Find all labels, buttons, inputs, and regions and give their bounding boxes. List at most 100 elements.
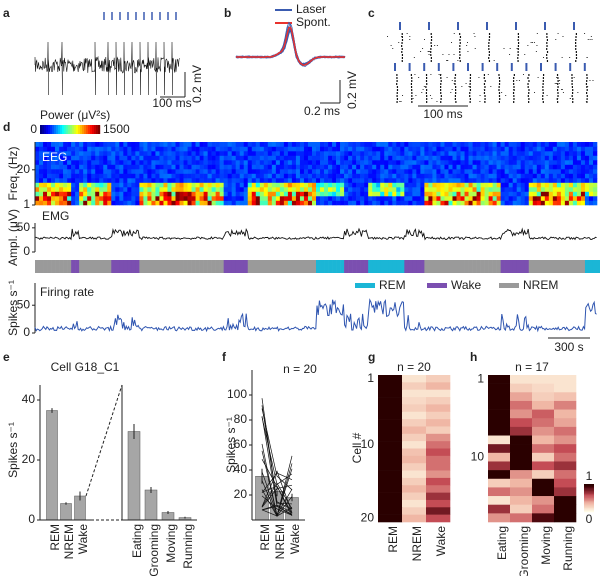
spike xyxy=(575,42,577,44)
spectrogram-cell xyxy=(167,146,172,152)
spectrogram-cell xyxy=(504,182,509,188)
state-segment xyxy=(592,260,598,273)
spectrogram-cell xyxy=(255,146,261,152)
heatmap-cell xyxy=(488,444,511,454)
spectrogram-cell xyxy=(404,200,409,206)
spike xyxy=(459,60,461,62)
spectrogram-cell xyxy=(199,169,204,174)
spike xyxy=(546,51,549,53)
spectrogram-cell xyxy=(135,200,140,206)
spectrogram-cell xyxy=(560,200,566,206)
spectrogram-cell xyxy=(484,160,489,165)
spectrogram-cell xyxy=(572,187,578,192)
spectrogram-cell xyxy=(163,151,168,156)
spectrogram-cell xyxy=(283,191,289,197)
spectrogram-cell xyxy=(364,200,369,206)
spectrogram-cell xyxy=(83,182,88,188)
state-segment xyxy=(139,260,144,273)
colorbar-cell xyxy=(66,125,69,134)
spectrogram-cell xyxy=(420,196,425,201)
spectrogram-cell xyxy=(83,142,88,147)
spectrogram-cell xyxy=(223,178,228,183)
spectrogram-cell xyxy=(316,191,321,197)
spectrogram-cell xyxy=(99,178,104,183)
spike xyxy=(509,48,511,49)
spectrogram-cell xyxy=(428,200,433,206)
spectrogram-cell xyxy=(352,187,357,192)
spike xyxy=(422,89,424,90)
spectrogram-cell xyxy=(275,191,281,197)
cell-line xyxy=(261,408,293,491)
heatmap-cell xyxy=(402,477,427,486)
spectrogram-cell xyxy=(520,142,526,147)
spike xyxy=(577,92,579,93)
spectrogram-cell xyxy=(223,191,228,197)
spectrogram-cell xyxy=(472,146,477,152)
spectrogram-cell xyxy=(436,200,441,206)
spectrogram-cell xyxy=(556,169,562,174)
spectrogram-cell xyxy=(35,142,40,147)
spectrogram-cell xyxy=(428,178,433,183)
spectrogram-cell xyxy=(328,160,333,165)
heatmap-cell xyxy=(510,409,533,419)
spectrogram-cell xyxy=(456,151,461,156)
spectrogram-cell xyxy=(368,178,373,183)
spectrogram-cell xyxy=(123,182,128,188)
spectrogram-cell xyxy=(295,200,301,206)
spectrogram-cell xyxy=(187,178,192,183)
spectrogram-cell xyxy=(159,178,164,183)
spectrogram-cell xyxy=(143,142,148,147)
spike xyxy=(422,48,424,49)
spectrogram-cell xyxy=(432,196,437,201)
spectrogram-cell xyxy=(95,187,100,192)
heatmap-cell xyxy=(426,441,451,449)
spectrogram-cell xyxy=(247,169,253,174)
spectrogram-cell xyxy=(380,187,385,192)
y-tick-label: 40 xyxy=(22,392,36,406)
spectrogram-cell xyxy=(63,182,68,188)
state-segment xyxy=(476,260,481,273)
spectrogram-cell xyxy=(500,178,505,183)
y-axis-title: Spikes s⁻¹ xyxy=(224,417,238,473)
spectrogram-cell xyxy=(311,155,317,161)
spectrogram-cell xyxy=(255,191,261,197)
spectrogram-cell xyxy=(175,160,180,165)
spectrogram-cell xyxy=(187,164,192,170)
spectrogram-cell xyxy=(159,191,164,197)
spectrogram-cell xyxy=(211,169,216,174)
spectrogram-cell xyxy=(584,151,590,156)
state-segment xyxy=(368,260,373,273)
spectrogram-cell xyxy=(388,187,393,192)
spike xyxy=(513,83,515,85)
spectrogram-cell xyxy=(544,182,550,188)
spectrogram-cell xyxy=(552,146,558,152)
spectrogram-cell xyxy=(448,146,453,152)
heatmap-cell xyxy=(510,435,533,445)
spectrogram-cell xyxy=(444,155,449,161)
heatmap-cell xyxy=(378,426,403,435)
spectrogram-cell xyxy=(492,178,497,183)
heatmap-cell xyxy=(426,448,451,457)
spike xyxy=(513,86,515,88)
spectrogram-cell xyxy=(295,169,301,174)
spectrogram-cell xyxy=(420,200,425,206)
state-segment xyxy=(199,260,204,273)
spectrogram-cell xyxy=(159,182,164,188)
spectrogram-cell xyxy=(524,142,530,147)
spectrogram-cell xyxy=(303,146,309,152)
spectrogram-cell xyxy=(520,200,526,206)
spike xyxy=(426,98,428,100)
spectrogram-cell xyxy=(51,151,56,156)
spectrogram-cell xyxy=(231,169,237,174)
waveform xyxy=(235,27,346,66)
spectrogram-cell xyxy=(448,173,453,179)
waveform xyxy=(235,27,346,66)
spectrogram-cell xyxy=(283,173,289,179)
spectrogram-cell xyxy=(231,155,237,161)
spectrogram-cell xyxy=(432,173,437,179)
spectrogram-cell xyxy=(239,182,245,188)
spectrogram-cell xyxy=(372,155,377,161)
spectrogram-cell xyxy=(195,178,200,183)
spectrogram-cell xyxy=(171,164,176,170)
state-segment xyxy=(219,260,224,273)
